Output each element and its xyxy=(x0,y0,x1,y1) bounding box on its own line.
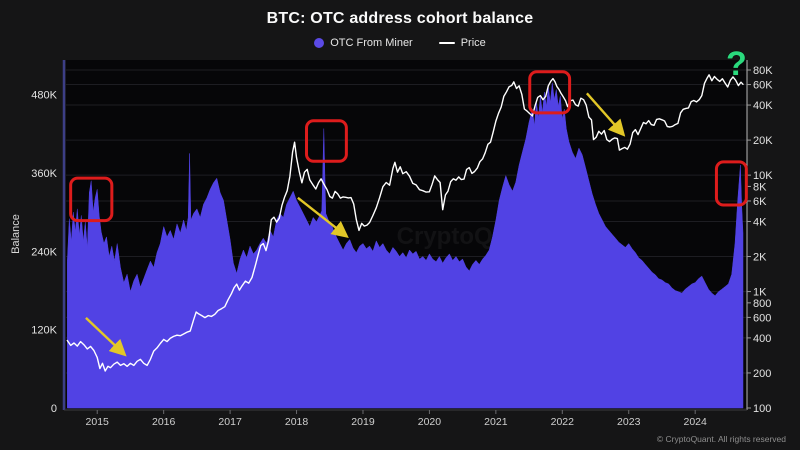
svg-text:6K: 6K xyxy=(753,196,767,208)
svg-text:360K: 360K xyxy=(31,168,57,180)
svg-text:600: 600 xyxy=(753,312,771,324)
legend-dot-icon xyxy=(314,38,325,48)
legend-item-price[interactable]: Price xyxy=(438,37,486,49)
svg-text:120K: 120K xyxy=(31,325,57,337)
svg-text:80K: 80K xyxy=(753,65,773,77)
legend: OTC From Miner Price xyxy=(0,37,800,49)
price-line-series xyxy=(66,74,744,372)
svg-text:8K: 8K xyxy=(753,181,767,193)
svg-text:2020: 2020 xyxy=(418,416,442,428)
highlight-box xyxy=(305,119,348,163)
svg-text:10K: 10K xyxy=(753,170,773,182)
left-axis-ticks: 0 120K 240K 360K 480K xyxy=(31,90,57,415)
highlight-box xyxy=(528,70,572,115)
svg-text:100: 100 xyxy=(753,403,771,415)
svg-text:4K: 4K xyxy=(753,216,767,228)
svg-text:2K: 2K xyxy=(753,252,767,264)
highlight-box xyxy=(69,176,114,223)
svg-text:0: 0 xyxy=(51,403,57,415)
svg-text:240K: 240K xyxy=(31,246,57,258)
x-axis-ticks: 2015 2016 2017 2018 2019 2020 2021 2022 2023 2024 xyxy=(86,410,707,428)
svg-text:2022: 2022 xyxy=(551,416,575,428)
svg-text:2021: 2021 xyxy=(484,416,508,428)
svg-text:2019: 2019 xyxy=(351,416,375,428)
balance-area-series xyxy=(67,82,744,409)
question-mark-annotation: ? xyxy=(726,45,747,83)
legend-line-icon xyxy=(438,42,455,44)
chart-title: BTC: OTC address cohort balance xyxy=(266,10,534,27)
svg-text:60K: 60K xyxy=(753,80,773,92)
legend-label: OTC From Miner xyxy=(330,37,413,49)
svg-text:200: 200 xyxy=(753,368,771,380)
svg-text:40K: 40K xyxy=(753,100,773,112)
svg-text:2017: 2017 xyxy=(218,416,242,428)
svg-text:800: 800 xyxy=(753,298,771,310)
highlight-boxes xyxy=(69,70,748,223)
svg-text:400: 400 xyxy=(753,333,771,345)
svg-text:1K: 1K xyxy=(753,287,767,299)
trend-arrow xyxy=(585,92,626,137)
trend-arrow xyxy=(85,317,127,357)
highlight-box xyxy=(714,160,748,207)
left-axis-title: Balance xyxy=(10,214,22,254)
legend-item-otc-from-miner[interactable]: OTC From Miner xyxy=(314,37,413,49)
trend-arrow xyxy=(297,196,349,238)
svg-text:2016: 2016 xyxy=(152,416,176,428)
trend-arrows xyxy=(85,92,626,357)
svg-text:2024: 2024 xyxy=(683,416,707,428)
svg-text:20K: 20K xyxy=(753,135,773,147)
legend-label: Price xyxy=(460,37,486,49)
copyright-text: © CryptoQuant. All rights reserved xyxy=(656,434,786,444)
svg-text:2015: 2015 xyxy=(86,416,110,428)
svg-text:2018: 2018 xyxy=(285,416,309,428)
svg-text:480K: 480K xyxy=(31,90,57,102)
svg-text:2023: 2023 xyxy=(617,416,641,428)
